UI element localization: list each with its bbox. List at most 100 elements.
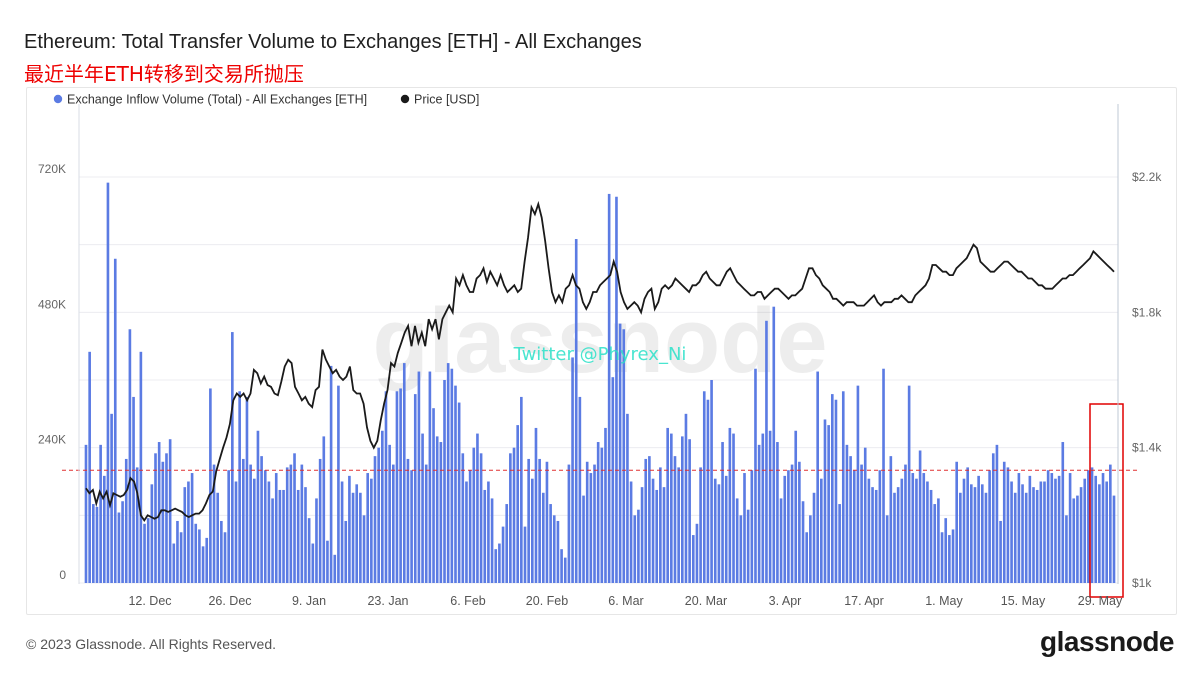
- bar: [461, 453, 465, 583]
- chart-frame: [26, 87, 1177, 615]
- bar: [1024, 492, 1028, 583]
- bar: [124, 458, 128, 583]
- bar: [878, 470, 882, 583]
- bar: [827, 425, 830, 583]
- left-tick-label: 480K: [38, 297, 66, 311]
- bar: [487, 481, 490, 583]
- bar: [282, 489, 285, 583]
- bar: [260, 456, 263, 584]
- bar: [183, 487, 187, 583]
- watermark-logo: glassnode: [372, 290, 827, 392]
- bar: [88, 351, 91, 583]
- bar: [706, 399, 710, 583]
- bar: [256, 430, 260, 583]
- bar: [143, 523, 146, 583]
- bar: [750, 470, 754, 583]
- bar: [710, 380, 713, 583]
- bar: [1101, 473, 1105, 583]
- bar: [359, 492, 362, 583]
- legend-label: Exchange Inflow Volume (Total) - All Exc…: [67, 93, 367, 107]
- bar: [867, 478, 871, 583]
- bar: [962, 478, 966, 583]
- bar: [1083, 478, 1087, 583]
- bar: [699, 467, 702, 583]
- bar: [413, 394, 417, 583]
- bar: [476, 433, 479, 583]
- legend-marker: [53, 94, 63, 104]
- bar: [805, 532, 809, 583]
- bar: [574, 239, 578, 583]
- bar: [618, 323, 622, 583]
- bar: [567, 464, 571, 583]
- bar: [721, 442, 724, 583]
- bar: [1090, 467, 1094, 583]
- bar: [406, 458, 410, 583]
- bar: [860, 464, 863, 583]
- bar: [84, 444, 88, 583]
- bar: [754, 368, 757, 583]
- bar: [838, 504, 841, 583]
- bar: [234, 481, 238, 583]
- bar: [468, 470, 472, 583]
- bar: [223, 532, 227, 583]
- bar: [340, 481, 344, 583]
- bar-series: [84, 182, 1116, 584]
- x-tick-label: 9. Jan: [292, 594, 326, 608]
- bar: [439, 442, 443, 583]
- bar: [198, 529, 201, 583]
- bar: [362, 515, 366, 583]
- bar: [366, 473, 370, 583]
- bar: [1109, 464, 1112, 583]
- brand-logo[interactable]: glassnode: [1040, 626, 1174, 657]
- bar: [798, 461, 801, 583]
- bar: [951, 529, 955, 583]
- bar: [1050, 473, 1054, 583]
- bar: [410, 470, 413, 583]
- bar: [640, 487, 644, 583]
- right-tick-label: $1.4k: [1132, 441, 1162, 455]
- bar: [1065, 515, 1068, 583]
- bar: [318, 458, 322, 583]
- bar: [150, 484, 154, 583]
- bar: [659, 467, 662, 583]
- bar: [787, 470, 790, 583]
- bar: [146, 518, 150, 583]
- bar: [1010, 481, 1013, 583]
- bar: [450, 368, 454, 583]
- bar: [479, 453, 483, 583]
- bar: [589, 473, 593, 583]
- bar: [728, 427, 732, 583]
- bar: [209, 388, 212, 583]
- legend-label: Price [USD]: [414, 93, 479, 107]
- bar: [582, 495, 585, 583]
- bar: [179, 532, 183, 583]
- bar: [977, 475, 980, 583]
- bar: [139, 351, 143, 583]
- bar: [852, 470, 856, 583]
- bar: [670, 433, 673, 583]
- bar: [593, 464, 596, 583]
- bar: [99, 444, 102, 583]
- right-tick-label: $2.2k: [1132, 170, 1162, 184]
- bar: [757, 444, 761, 583]
- bar: [904, 464, 907, 583]
- bar: [871, 487, 874, 583]
- bar: [673, 456, 677, 584]
- watermark: glassnode: [372, 290, 827, 392]
- bar: [600, 447, 604, 583]
- bar: [267, 481, 271, 583]
- bar: [790, 464, 794, 583]
- bar: [326, 540, 329, 583]
- legend[interactable]: Exchange Inflow Volume (Total) - All Exc…: [53, 93, 479, 107]
- bar: [531, 478, 534, 583]
- x-tick-label: 20. Feb: [526, 594, 568, 608]
- bar: [940, 532, 944, 583]
- bar: [285, 467, 289, 583]
- bar: [1032, 487, 1035, 583]
- bar: [432, 408, 435, 583]
- bar: [988, 470, 991, 583]
- x-tick-label: 3. Apr: [769, 594, 802, 608]
- x-tick-label: 17. Apr: [844, 594, 884, 608]
- bar: [212, 464, 216, 583]
- bar: [684, 413, 688, 583]
